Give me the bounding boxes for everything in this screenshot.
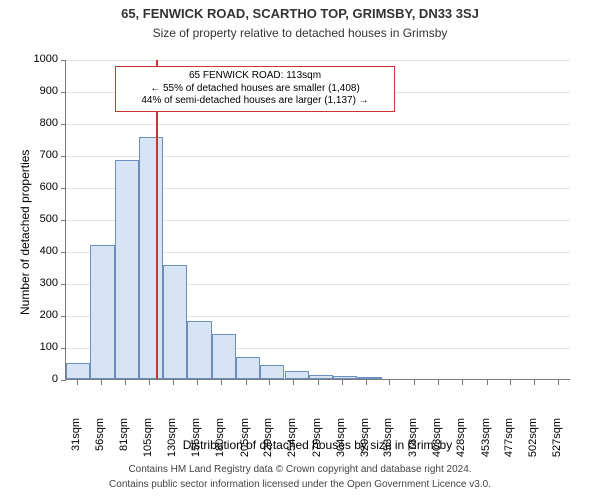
x-tick-label: 31sqm bbox=[70, 418, 82, 468]
y-tick-label: 200 bbox=[23, 309, 58, 321]
x-tick bbox=[197, 380, 198, 385]
x-tick bbox=[101, 380, 102, 385]
y-tick-label: 800 bbox=[23, 117, 58, 129]
x-tick-label: 130sqm bbox=[166, 418, 178, 468]
x-tick bbox=[77, 380, 78, 385]
histogram-bar bbox=[163, 265, 187, 379]
x-tick-label: 105sqm bbox=[142, 418, 154, 468]
y-tick-label: 0 bbox=[23, 373, 58, 385]
x-tick-label: 205sqm bbox=[239, 418, 251, 468]
x-tick bbox=[414, 380, 415, 385]
x-tick bbox=[462, 380, 463, 385]
sub-title: Size of property relative to detached ho… bbox=[0, 26, 600, 40]
x-tick-label: 56sqm bbox=[94, 418, 106, 468]
y-tick-label: 400 bbox=[23, 245, 58, 257]
x-tick-label: 403sqm bbox=[431, 418, 443, 468]
x-tick-label: 477sqm bbox=[503, 418, 515, 468]
y-tick bbox=[61, 348, 66, 349]
figure: { "layout": { "figure_width": 600, "figu… bbox=[0, 0, 600, 500]
y-tick bbox=[61, 220, 66, 221]
histogram-bar bbox=[285, 371, 309, 379]
y-tick-label: 600 bbox=[23, 181, 58, 193]
x-tick-label: 180sqm bbox=[214, 418, 226, 468]
y-tick bbox=[61, 156, 66, 157]
x-tick-label: 254sqm bbox=[286, 418, 298, 468]
x-tick bbox=[389, 380, 390, 385]
y-axis-label: Number of detached properties bbox=[18, 150, 32, 315]
x-tick bbox=[293, 380, 294, 385]
callout-line1: 65 FENWICK ROAD: 113sqm bbox=[120, 70, 390, 83]
x-tick-label: 81sqm bbox=[118, 418, 130, 468]
x-tick-label: 304sqm bbox=[335, 418, 347, 468]
x-tick-label: 428sqm bbox=[455, 418, 467, 468]
histogram-bar bbox=[212, 334, 236, 379]
x-tick-label: 453sqm bbox=[480, 418, 492, 468]
y-tick bbox=[61, 60, 66, 61]
x-tick bbox=[558, 380, 559, 385]
y-tick bbox=[61, 124, 66, 125]
x-tick bbox=[487, 380, 488, 385]
x-tick bbox=[438, 380, 439, 385]
footer-line2: Contains public sector information licen… bbox=[0, 479, 600, 490]
histogram-bar bbox=[115, 160, 139, 379]
histogram-bar bbox=[187, 321, 211, 379]
callout-line2: ← 55% of detached houses are smaller (1,… bbox=[120, 83, 390, 96]
x-tick bbox=[342, 380, 343, 385]
x-tick bbox=[173, 380, 174, 385]
x-tick-label: 155sqm bbox=[190, 418, 202, 468]
y-tick bbox=[61, 380, 66, 381]
x-tick-label: 353sqm bbox=[382, 418, 394, 468]
x-tick bbox=[318, 380, 319, 385]
y-tick-label: 300 bbox=[23, 277, 58, 289]
y-tick bbox=[61, 284, 66, 285]
histogram-bar bbox=[357, 377, 381, 379]
gridline bbox=[66, 60, 570, 61]
x-tick-label: 279sqm bbox=[311, 418, 323, 468]
histogram-bar bbox=[260, 365, 284, 379]
y-tick-label: 900 bbox=[23, 85, 58, 97]
x-tick bbox=[246, 380, 247, 385]
x-tick-label: 378sqm bbox=[407, 418, 419, 468]
histogram-bar bbox=[236, 357, 260, 379]
x-tick bbox=[149, 380, 150, 385]
y-tick-label: 100 bbox=[23, 341, 58, 353]
x-tick bbox=[269, 380, 270, 385]
histogram-bar bbox=[90, 245, 114, 379]
x-tick-label: 527sqm bbox=[551, 418, 563, 468]
histogram-bar bbox=[333, 376, 357, 379]
x-tick bbox=[366, 380, 367, 385]
y-tick bbox=[61, 188, 66, 189]
histogram-bar bbox=[66, 363, 90, 379]
x-tick bbox=[510, 380, 511, 385]
y-tick bbox=[61, 252, 66, 253]
x-tick-label: 329sqm bbox=[359, 418, 371, 468]
y-tick-label: 500 bbox=[23, 213, 58, 225]
histogram-bar bbox=[139, 137, 163, 379]
x-tick bbox=[221, 380, 222, 385]
gridline bbox=[66, 124, 570, 125]
callout-line3: 44% of semi-detached houses are larger (… bbox=[120, 95, 390, 108]
histogram-bar bbox=[309, 375, 333, 379]
super-title: 65, FENWICK ROAD, SCARTHO TOP, GRIMSBY, … bbox=[0, 6, 600, 21]
x-tick-label: 502sqm bbox=[527, 418, 539, 468]
y-tick bbox=[61, 316, 66, 317]
y-tick-label: 700 bbox=[23, 149, 58, 161]
x-tick-label: 229sqm bbox=[262, 418, 274, 468]
y-tick-label: 1000 bbox=[23, 53, 58, 65]
x-tick bbox=[534, 380, 535, 385]
callout-box: 65 FENWICK ROAD: 113sqm ← 55% of detache… bbox=[115, 66, 395, 112]
x-tick bbox=[125, 380, 126, 385]
y-tick bbox=[61, 92, 66, 93]
